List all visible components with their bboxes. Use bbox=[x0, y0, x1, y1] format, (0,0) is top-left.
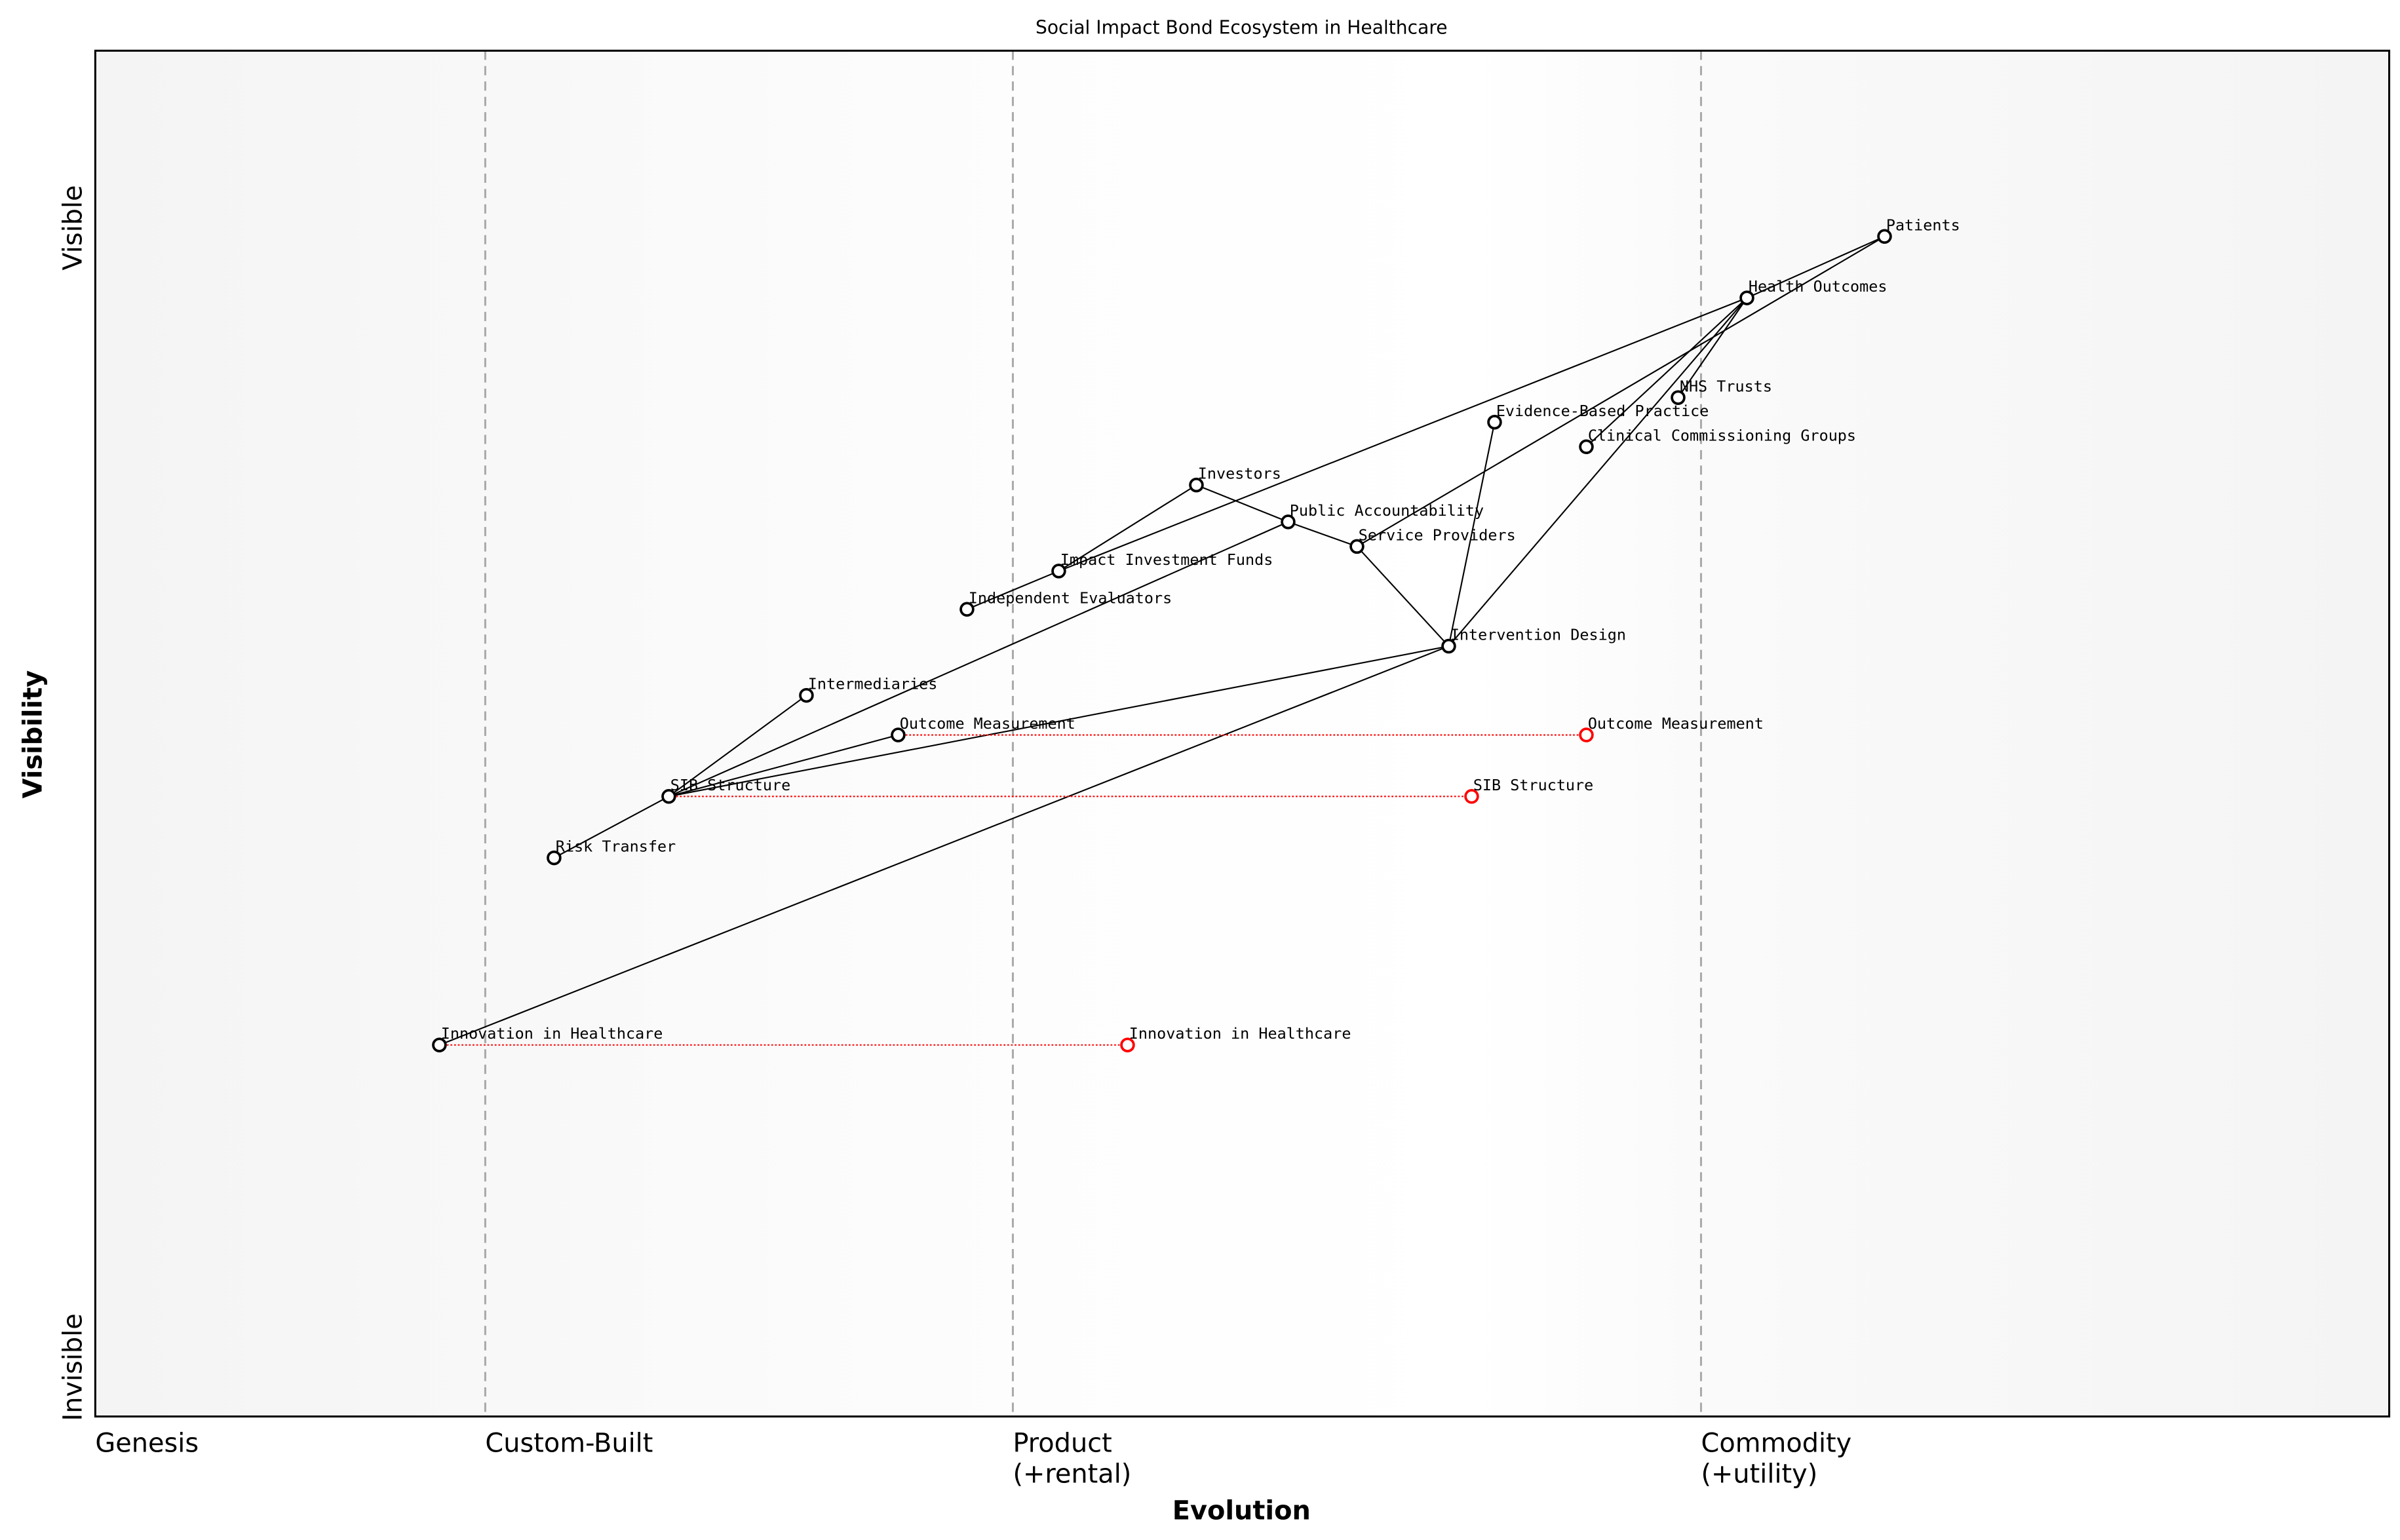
x-tick-label-product-rental: Product (+rental) bbox=[1013, 1428, 1131, 1489]
node-label-outcome-measurement: Outcome Measurement bbox=[900, 714, 1075, 733]
evolved-label-outcome-measurement: Outcome Measurement bbox=[1588, 714, 1764, 733]
evolved-node-innovation-in-healthcare[interactable] bbox=[1120, 1037, 1135, 1052]
node-risk-transfer[interactable] bbox=[547, 850, 562, 866]
x-tick-label-genesis: Genesis bbox=[95, 1428, 199, 1458]
link-health-outcomes-to-intervention-design bbox=[1448, 297, 1748, 647]
node-label-risk-transfer: Risk Transfer bbox=[556, 837, 676, 856]
node-label-intervention-design: Intervention Design bbox=[1450, 626, 1626, 644]
link-investors-to-public-accountability bbox=[1196, 484, 1288, 523]
link-patients-to-service-providers bbox=[1356, 235, 1886, 547]
node-label-evidence-based-practice: Evidence-Based Practice bbox=[1496, 402, 1709, 420]
node-clinical-commissioning-groups[interactable] bbox=[1579, 439, 1594, 455]
link-investors-to-impact-investment-funds bbox=[1058, 484, 1197, 572]
link-health-outcomes-to-impact-investment-funds bbox=[1058, 297, 1747, 572]
link-sib-structure-to-outcome-measurement bbox=[668, 734, 899, 798]
node-label-patients: Patients bbox=[1886, 216, 1960, 234]
node-label-nhs-trusts: NHS Trusts bbox=[1680, 377, 1772, 395]
node-label-innovation-in-healthcare: Innovation in Healthcare bbox=[441, 1024, 663, 1043]
evolved-node-sib-structure[interactable] bbox=[1464, 789, 1479, 804]
link-intervention-design-to-sib-structure bbox=[668, 645, 1449, 798]
link-patients-to-health-outcomes bbox=[1747, 235, 1885, 299]
node-label-intermediaries: Intermediaries bbox=[808, 675, 938, 693]
node-independent-evaluators[interactable] bbox=[959, 602, 975, 617]
link-impact-investment-funds-to-independent-evaluators bbox=[967, 570, 1059, 610]
x-tick-label-commodity-utility: Commodity (+utility) bbox=[1701, 1428, 1852, 1489]
plot-background bbox=[95, 50, 2390, 1417]
node-label-health-outcomes: Health Outcomes bbox=[1749, 277, 1887, 296]
evolved-node-outcome-measurement[interactable] bbox=[1579, 727, 1594, 742]
x-axis-title: Evolution bbox=[1172, 1496, 1311, 1526]
node-impact-investment-funds[interactable] bbox=[1051, 564, 1066, 579]
node-patients[interactable] bbox=[1877, 229, 1892, 244]
chart-title: Social Impact Bond Ecosystem in Healthca… bbox=[1035, 17, 1448, 39]
node-investors[interactable] bbox=[1189, 477, 1204, 493]
link-health-outcomes-to-clinical-commissioning-groups bbox=[1585, 297, 1748, 448]
link-public-accountability-to-service-providers bbox=[1288, 521, 1357, 547]
link-sib-structure-to-intermediaries bbox=[668, 695, 807, 798]
y-label-invisible: Invisible bbox=[58, 1313, 88, 1421]
link-service-providers-to-intervention-design bbox=[1356, 546, 1450, 647]
node-intervention-design[interactable] bbox=[1441, 638, 1456, 654]
node-label-sib-structure: SIB Structure bbox=[670, 776, 790, 794]
y-axis-title: Visibility bbox=[18, 670, 48, 799]
link-intervention-design-to-innovation-in-healthcare bbox=[439, 645, 1449, 1046]
node-outcome-measurement[interactable] bbox=[891, 727, 906, 742]
link-sib-structure-to-risk-transfer bbox=[553, 796, 669, 859]
node-label-investors: Investors bbox=[1198, 465, 1281, 483]
link-health-outcomes-to-nhs-trusts bbox=[1677, 297, 1748, 398]
link-sib-structure-to-public-accountability bbox=[668, 521, 1288, 798]
node-health-outcomes[interactable] bbox=[1739, 290, 1754, 305]
node-nhs-trusts[interactable] bbox=[1671, 390, 1686, 405]
node-sib-structure[interactable] bbox=[661, 789, 676, 804]
node-label-impact-investment-funds: Impact Investment Funds bbox=[1060, 550, 1273, 569]
evolved-label-sib-structure: SIB Structure bbox=[1473, 776, 1593, 794]
node-label-public-accountability: Public Accountability bbox=[1290, 501, 1484, 520]
node-intermediaries[interactable] bbox=[799, 687, 814, 703]
node-evidence-based-practice[interactable] bbox=[1487, 414, 1502, 430]
node-label-independent-evaluators: Independent Evaluators bbox=[969, 588, 1172, 607]
node-public-accountability[interactable] bbox=[1281, 514, 1296, 529]
y-label-visible: Visible bbox=[58, 185, 88, 270]
plot-frame bbox=[94, 49, 2391, 1418]
node-label-clinical-commissioning-groups: Clinical Commissioning Groups bbox=[1588, 426, 1856, 444]
node-innovation-in-healthcare[interactable] bbox=[432, 1037, 447, 1052]
node-label-service-providers: Service Providers bbox=[1359, 526, 1516, 545]
evolved-label-innovation-in-healthcare: Innovation in Healthcare bbox=[1129, 1024, 1351, 1043]
x-tick-label-custom-built: Custom-Built bbox=[485, 1428, 653, 1458]
link-evidence-based-practice-to-intervention-design bbox=[1448, 422, 1496, 647]
node-service-providers[interactable] bbox=[1349, 539, 1365, 554]
